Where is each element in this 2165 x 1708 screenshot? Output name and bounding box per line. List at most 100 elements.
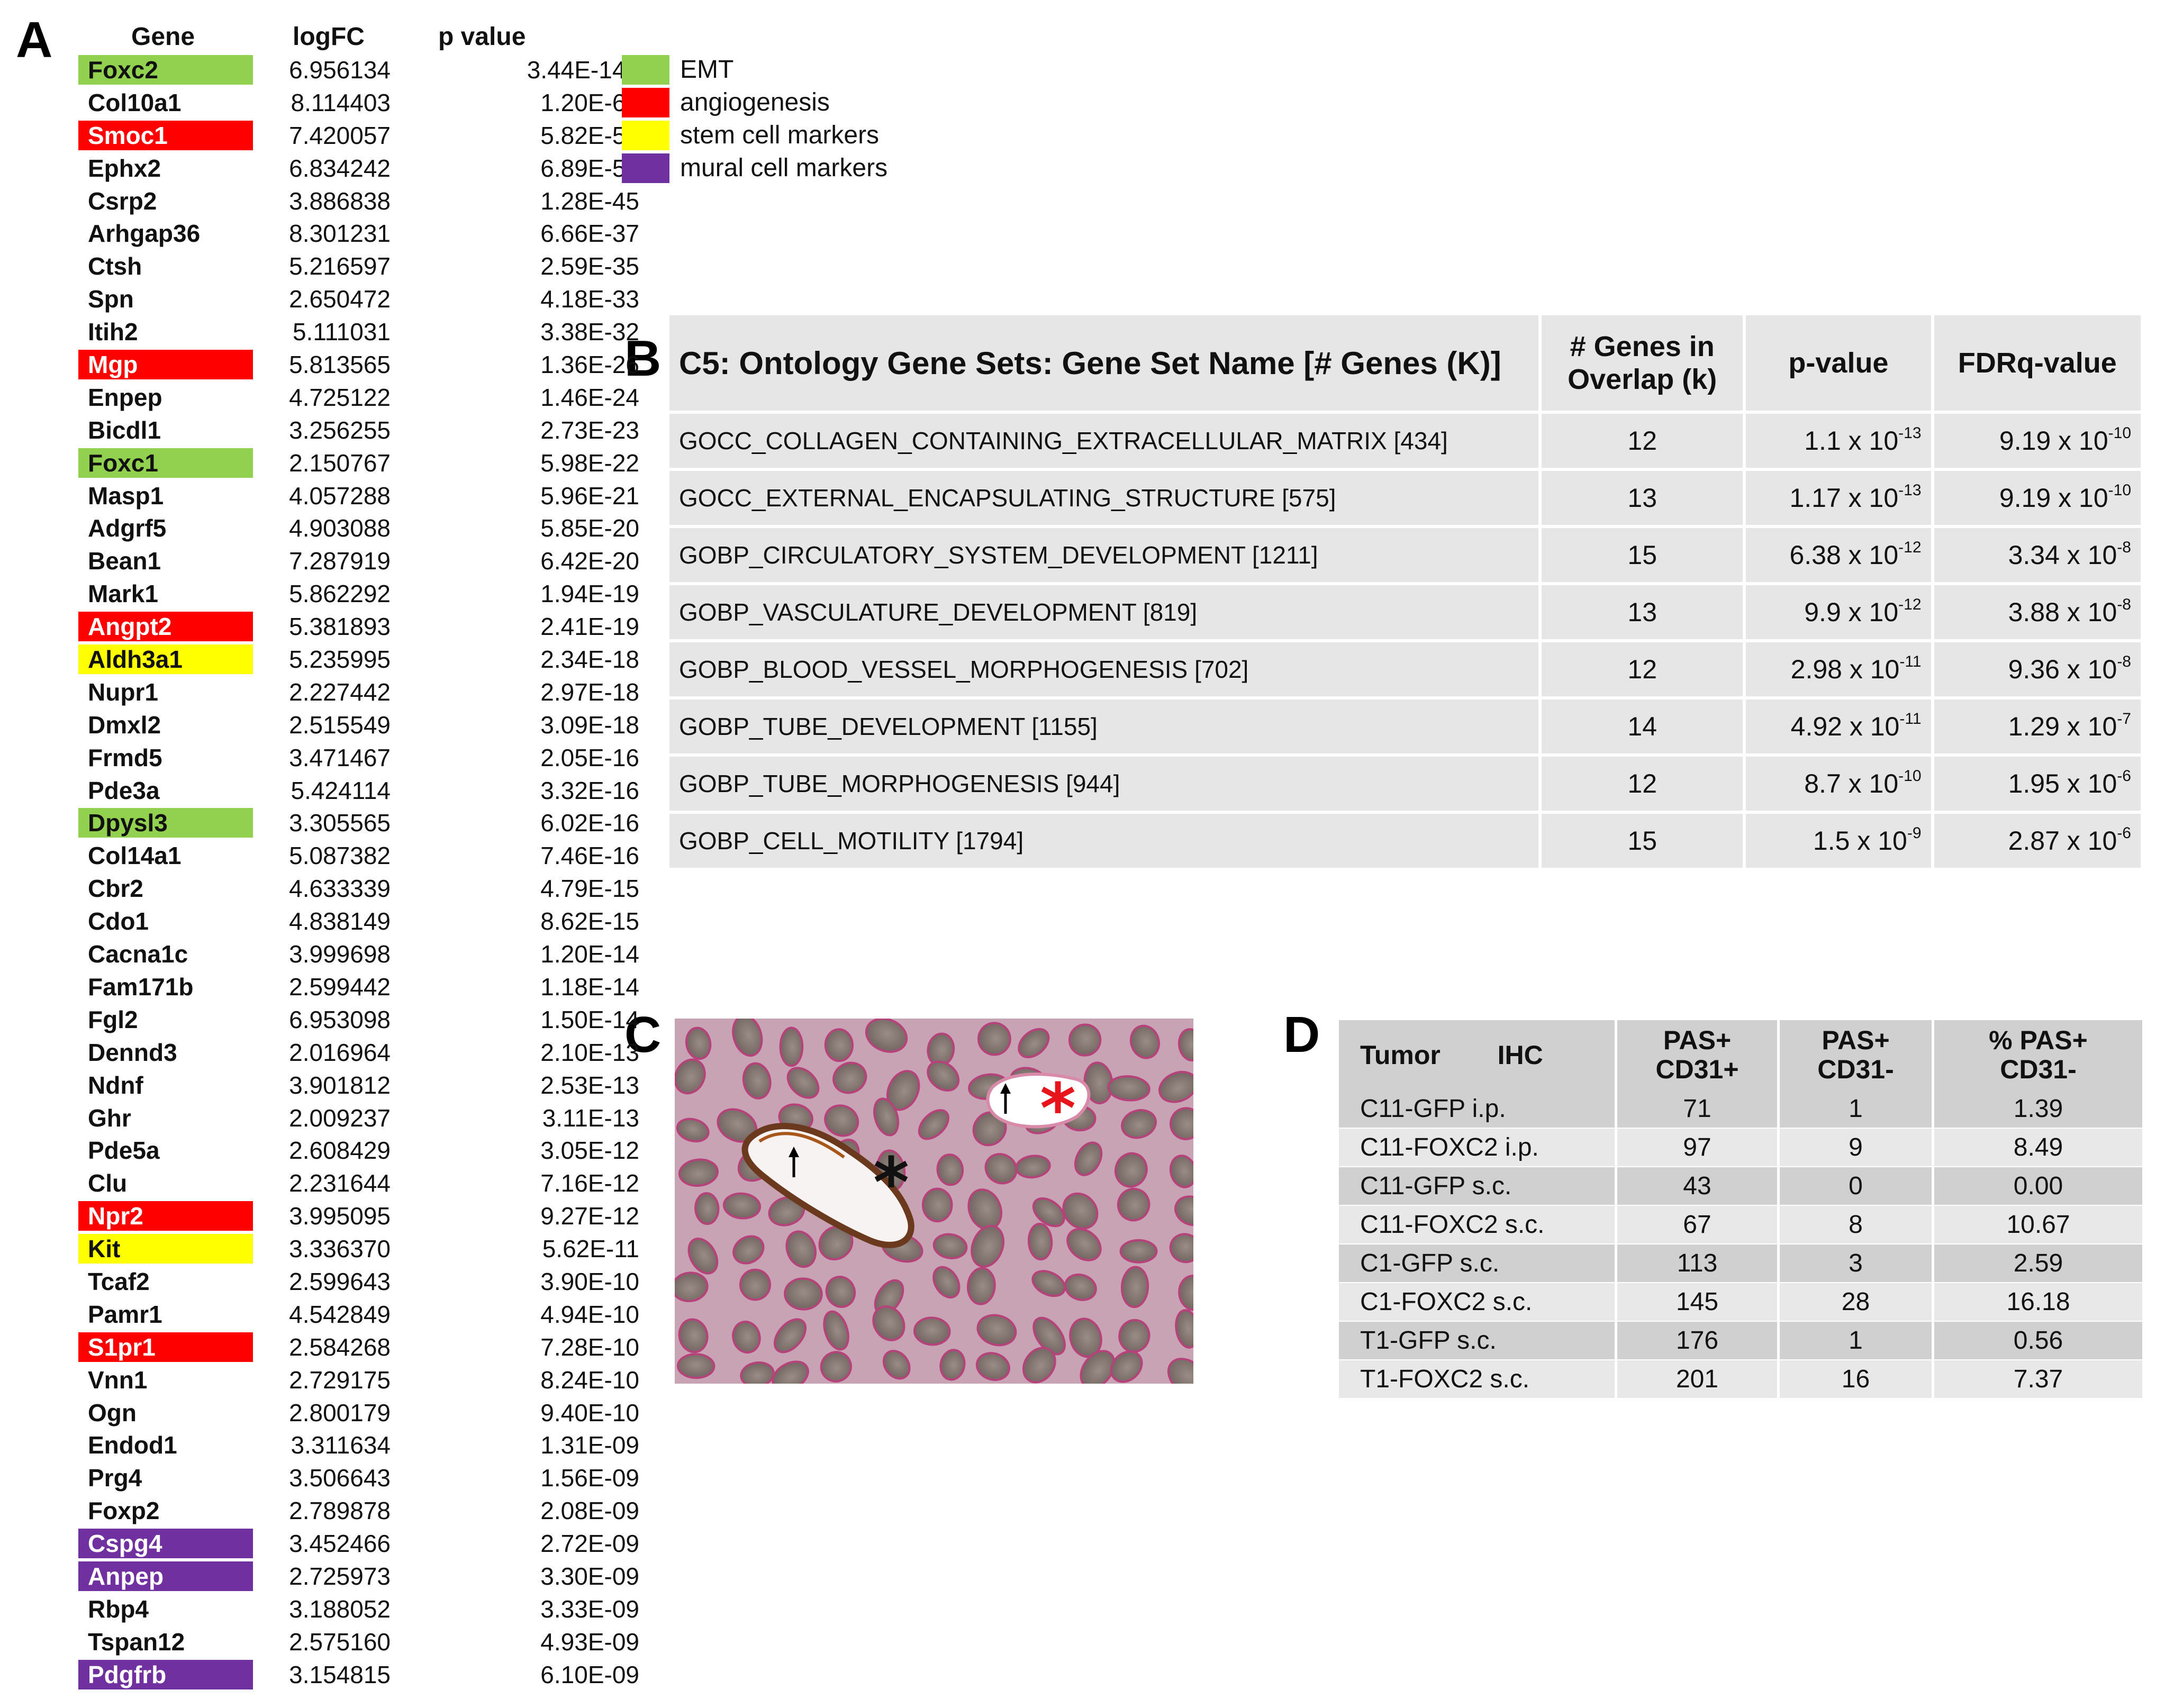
- gene-name: Npr2: [78, 1201, 253, 1231]
- fdr-cell: 9.19 x 10-10: [1934, 414, 2141, 468]
- fdr-mantissa: 9.19 x 10: [1999, 483, 2108, 513]
- pvalue-value: 1.20E-14: [540, 940, 639, 968]
- tumor-row: C1-FOXC2 s.c. 145 28 16.18: [1339, 1283, 2142, 1322]
- pvalue-value: 2.53E-13: [540, 1071, 639, 1099]
- pvalue-cell: 1.1 x 10-13: [1746, 414, 1934, 468]
- logfc-value: 2.231644: [289, 1169, 391, 1197]
- cell-nucleus: [1027, 1223, 1053, 1261]
- cell-nucleus: [984, 1153, 1018, 1185]
- gene-name: Pde3a: [88, 776, 160, 804]
- gene-row: Angpt2 5.381893 2.41E-19: [78, 611, 639, 643]
- legend-swatch: [622, 153, 669, 183]
- gene-row: Cspg4 3.452466 2.72E-09: [78, 1528, 639, 1560]
- gene-row: Cdo1 4.838149 8.62E-15: [78, 905, 639, 938]
- cell-nucleus: [677, 1353, 715, 1379]
- logfc-value: 2.608429: [289, 1137, 391, 1165]
- pvalue-cell: 8.7 x 10-10: [1746, 757, 1934, 811]
- overlap-count: 12: [1542, 414, 1746, 468]
- gene-row: Enpep 4.725122 1.46E-24: [78, 381, 639, 414]
- pvalue-value: 9.40E-10: [540, 1398, 639, 1427]
- pvalue-exponent: -13: [1898, 481, 1922, 499]
- logfc-value: 3.886838: [289, 187, 391, 215]
- gene-row: S1pr1 2.584268 7.28E-10: [78, 1331, 639, 1364]
- pct-pas-cd31-neg: 0.00: [1933, 1167, 2142, 1206]
- fdr-exponent: -8: [2117, 596, 2131, 613]
- gene-row: Ndnf 3.901812 2.53E-13: [78, 1069, 639, 1102]
- gene-name: Spn: [88, 285, 134, 313]
- pvalue-value: 5.98E-22: [540, 449, 639, 477]
- logfc-value: 2.789878: [289, 1497, 391, 1525]
- cell-nucleus: [786, 1067, 820, 1099]
- gene-row: Endod1 3.311634 1.31E-09: [78, 1429, 639, 1462]
- gene-name: Ephx2: [88, 154, 161, 182]
- overlap-header: # Genes in Overlap (k): [1542, 315, 1746, 411]
- fdr-cell: 9.36 x 10-8: [1934, 642, 2141, 696]
- pvalue-value: 7.46E-16: [540, 842, 639, 870]
- gene-name: Enpep: [88, 383, 162, 411]
- pvalue-value: 4.79E-15: [540, 875, 639, 903]
- gene-name: Aldh3a1: [78, 644, 253, 675]
- pvalue-value: 5.62E-11: [542, 1235, 639, 1263]
- cell-nucleus: [1114, 1152, 1148, 1188]
- overlap-count: 15: [1542, 814, 1746, 868]
- cell-nucleus: [932, 1233, 968, 1259]
- cell-nucleus: [1064, 1273, 1097, 1301]
- pas-cd31-neg-header: PAS+ CD31-: [1778, 1020, 1934, 1090]
- panel-label-d: D: [1283, 1006, 1320, 1063]
- gene-row: Mark1 5.862292 1.94E-19: [78, 578, 639, 611]
- gene-set-name: GOBP_TUBE_MORPHOGENESIS [944]: [669, 757, 1542, 811]
- gene-row: Mgp 5.813565 1.36E-26: [78, 349, 639, 381]
- gene-row: Ctsh 5.216597 2.59E-35: [78, 250, 639, 283]
- micrograph-svg: * *: [671, 1014, 1210, 1396]
- gene-row: Cacna1c 3.999698 1.20E-14: [78, 938, 639, 971]
- pvalue-value: 2.59E-35: [540, 252, 639, 280]
- pvalue-value: 1.28E-45: [540, 187, 639, 215]
- pas-cd31-pos-count: 71: [1616, 1090, 1780, 1129]
- tumor-row: C11-FOXC2 s.c. 67 8 10.67: [1339, 1205, 2142, 1244]
- tumor-name: C11-FOXC2 s.c.: [1339, 1205, 1617, 1244]
- pvalue-value: 1.20E-62: [540, 88, 639, 116]
- pct-pas-cd31-neg: 0.56: [1933, 1321, 2142, 1360]
- cell-nucleus: [676, 1118, 710, 1143]
- pvalue-value: 7.16E-12: [540, 1169, 639, 1197]
- pas-cd31-neg-count: 1: [1778, 1090, 1934, 1129]
- cell-nucleus: [1129, 1024, 1160, 1059]
- pvalue-value: 2.34E-18: [540, 646, 639, 674]
- fdr-exponent: -6: [2117, 824, 2131, 842]
- cell-nucleus: [1074, 1141, 1103, 1176]
- cell-nucleus: [1117, 1187, 1151, 1222]
- pvalue-exponent: -10: [1898, 767, 1922, 785]
- gene-row: Csrp2 3.886838 1.28E-45: [78, 185, 639, 218]
- overlap-count: 12: [1542, 757, 1746, 811]
- gene-name: Anpep: [78, 1561, 253, 1591]
- gene-row: Col14a1 5.087382 7.46E-16: [78, 840, 639, 873]
- pvalue-value: 2.73E-23: [540, 416, 639, 444]
- gene-row: Clu 2.231644 7.16E-12: [78, 1167, 639, 1200]
- tumor-name: C1-FOXC2 s.c.: [1339, 1283, 1617, 1322]
- gene-name: Nupr1: [88, 678, 158, 706]
- cell-nucleus: [824, 1104, 859, 1137]
- logfc-value: 7.287919: [289, 547, 391, 575]
- fdr-cell: 2.87 x 10-6: [1934, 814, 2141, 868]
- ihc-header: IHC: [1497, 1040, 1543, 1070]
- cell-nucleus: [977, 1022, 1011, 1056]
- logfc-value: 6.834242: [289, 154, 391, 182]
- logfc-value: 5.087382: [289, 842, 391, 870]
- logfc-value: 3.154815: [289, 1660, 391, 1688]
- pas-cd31-neg-count: 0: [1778, 1167, 1934, 1206]
- logfc-value: 8.301231: [289, 220, 391, 248]
- logfc-value: 3.995095: [289, 1202, 391, 1230]
- cell-nucleus: [1032, 1316, 1066, 1356]
- pvalue-value: 3.11E-13: [542, 1104, 639, 1132]
- fdr-mantissa: 3.88 x 10: [2008, 597, 2117, 627]
- pas-cd31-pos-line2: CD31+: [1655, 1055, 1739, 1084]
- gene-name: Itih2: [88, 318, 138, 346]
- fdr-mantissa: 1.95 x 10: [2008, 769, 2117, 798]
- fdr-exponent: -8: [2117, 539, 2131, 556]
- pvalue-value: 2.41E-19: [540, 613, 639, 641]
- gene-row: Dpysl3 3.305565 6.02E-16: [78, 807, 639, 840]
- gene-row: Arhgap36 8.301231 6.66E-37: [78, 217, 639, 250]
- logfc-value: 2.599643: [289, 1267, 391, 1295]
- logfc-value: 4.542849: [289, 1300, 391, 1328]
- overlap-count: 15: [1542, 528, 1746, 582]
